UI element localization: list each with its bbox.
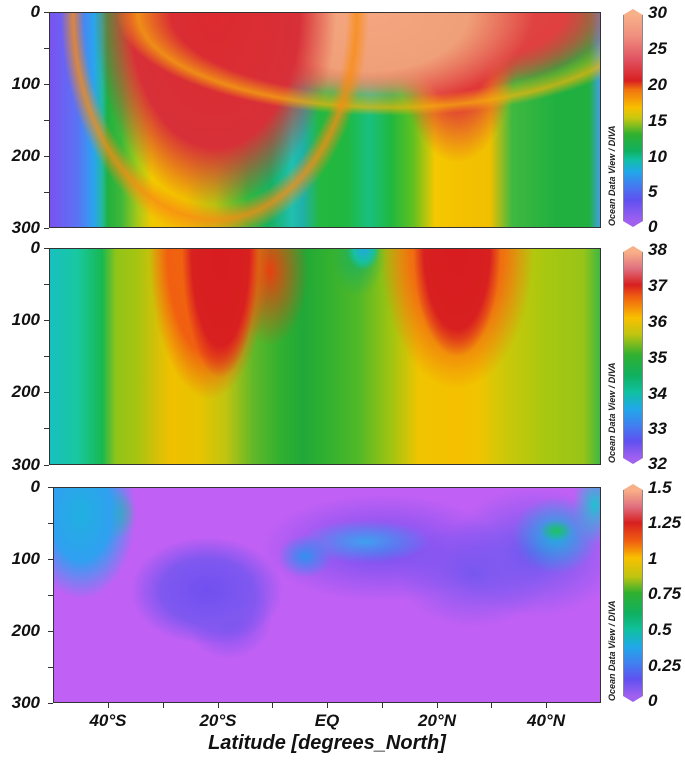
colorbar-label: 1.25 bbox=[648, 513, 682, 532]
colorbar-label: 37 bbox=[648, 276, 667, 295]
colorbar-salinity bbox=[623, 252, 643, 458]
heatmap-layer-fresh bbox=[50, 249, 600, 464]
colorbar-label: 0.75 bbox=[648, 584, 682, 603]
x-tick-label: EQ bbox=[314, 711, 340, 730]
colorbar-chlorophyll bbox=[623, 490, 643, 696]
colorbar-label: 20 bbox=[648, 75, 667, 94]
y-tick-label: 100 bbox=[11, 549, 40, 568]
colorbar-label: 25 bbox=[648, 39, 667, 58]
y-tick-label: 300 bbox=[11, 218, 40, 237]
heatmap-plot-1 bbox=[49, 12, 601, 228]
colorbar-label: 33 bbox=[648, 419, 667, 438]
heatmap-layer-fringe bbox=[50, 13, 600, 227]
x-axis-title: Latitude [degrees_North] bbox=[208, 732, 446, 754]
y-tick-label: 0 bbox=[30, 477, 40, 496]
y-tick-label: 200 bbox=[11, 621, 40, 640]
credit-text: Ocean Data View / DIVA bbox=[607, 362, 617, 463]
colorbar-label: 0 bbox=[648, 217, 658, 236]
x-tick-label: 20°N bbox=[418, 711, 456, 730]
colorbar-cap-bottom bbox=[623, 221, 643, 227]
credit-text: Ocean Data View / DIVA bbox=[607, 125, 617, 226]
colorbar-label: 32 bbox=[648, 454, 667, 473]
y-tick-label: 0 bbox=[30, 238, 40, 257]
colorbar-label: 0.25 bbox=[648, 656, 682, 675]
y-tick-label: 100 bbox=[11, 74, 40, 93]
y-tick-label: 200 bbox=[11, 382, 40, 401]
colorbar-cap-top bbox=[623, 246, 643, 252]
credit-text: Ocean Data View / DIVA bbox=[607, 600, 617, 701]
heatmap-layer-max bbox=[54, 488, 600, 702]
y-tick-label: 300 bbox=[11, 455, 40, 474]
colorbar-label: 15 bbox=[648, 111, 667, 130]
colorbar-label: 34 bbox=[648, 384, 667, 403]
x-tick-label: 40°S bbox=[89, 711, 127, 730]
colorbar-label: 35 bbox=[648, 348, 667, 367]
colorbar-cap-bottom bbox=[623, 696, 643, 702]
colorbar-label: 5 bbox=[648, 182, 658, 201]
y-tick-label: 200 bbox=[11, 146, 40, 165]
colorbar-label: 1 bbox=[648, 549, 658, 568]
heatmap-plot-3 bbox=[53, 487, 601, 703]
x-tick-label: 20°S bbox=[199, 711, 237, 730]
colorbar-label: 0.5 bbox=[648, 620, 672, 639]
x-tick-label: 40°N bbox=[527, 711, 565, 730]
colorbar-temperature bbox=[623, 15, 643, 221]
colorbar-cap-bottom bbox=[623, 458, 643, 464]
colorbar-cap-top bbox=[623, 484, 643, 490]
y-tick-label: 100 bbox=[11, 310, 40, 329]
colorbar-label: 1.5 bbox=[648, 478, 672, 497]
colorbar-cap-top bbox=[623, 9, 643, 15]
colorbar-label: 38 bbox=[648, 240, 667, 259]
colorbar-label: 36 bbox=[648, 312, 667, 331]
colorbar-label: 0 bbox=[648, 691, 658, 710]
y-tick-label: 0 bbox=[30, 2, 40, 21]
heatmap-plot-2 bbox=[49, 248, 601, 465]
colorbar-label: 10 bbox=[648, 147, 667, 166]
colorbar-label: 30 bbox=[648, 3, 667, 22]
y-tick-label: 300 bbox=[11, 693, 40, 712]
